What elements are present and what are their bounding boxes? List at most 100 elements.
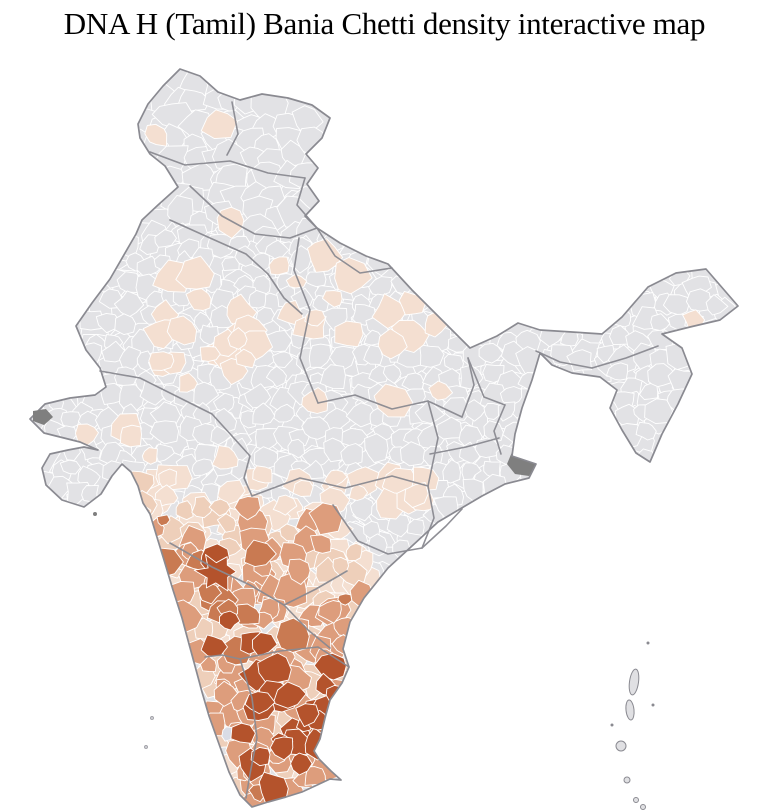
district[interactable] [442, 459, 461, 484]
district[interactable] [377, 328, 408, 360]
district[interactable] [319, 364, 346, 389]
district[interactable] [443, 353, 464, 372]
district[interactable] [199, 655, 217, 673]
district[interactable] [324, 469, 348, 488]
district[interactable] [148, 351, 175, 371]
district[interactable] [419, 344, 445, 368]
district[interactable] [436, 416, 462, 440]
district[interactable] [213, 392, 235, 414]
district[interactable] [191, 496, 214, 519]
district[interactable] [216, 206, 245, 239]
district[interactable] [499, 386, 523, 407]
district[interactable] [208, 498, 231, 517]
district[interactable] [461, 462, 482, 482]
district[interactable] [382, 364, 402, 384]
district[interactable] [59, 459, 82, 475]
district[interactable] [639, 383, 659, 400]
district[interactable] [349, 497, 376, 522]
district[interactable] [386, 513, 411, 538]
district[interactable] [56, 425, 78, 445]
district[interactable] [250, 746, 271, 767]
district[interactable] [290, 752, 313, 776]
district[interactable] [442, 397, 472, 421]
district[interactable] [483, 403, 501, 420]
district[interactable] [166, 315, 198, 346]
district[interactable] [252, 465, 273, 484]
district[interactable] [175, 255, 215, 290]
district[interactable] [647, 363, 677, 388]
district[interactable] [352, 383, 373, 404]
district[interactable] [478, 342, 504, 364]
district[interactable] [428, 380, 454, 401]
district[interactable] [158, 468, 178, 488]
district[interactable] [566, 349, 593, 372]
district[interactable] [214, 407, 238, 434]
district[interactable] [200, 109, 239, 140]
district[interactable] [310, 534, 332, 554]
district[interactable] [193, 381, 220, 407]
district[interactable] [74, 423, 99, 447]
district[interactable] [243, 539, 277, 568]
district[interactable] [257, 652, 292, 684]
district[interactable] [685, 288, 711, 312]
district[interactable] [287, 558, 311, 585]
district[interactable] [301, 387, 329, 414]
district[interactable] [321, 290, 343, 308]
district[interactable] [156, 514, 171, 527]
district[interactable] [340, 443, 363, 466]
district[interactable] [113, 290, 145, 318]
district[interactable] [337, 593, 353, 606]
district[interactable] [705, 294, 729, 316]
district[interactable] [399, 441, 429, 467]
district[interactable] [149, 420, 180, 445]
district[interactable] [217, 479, 246, 506]
district[interactable] [185, 288, 212, 311]
district[interactable] [251, 252, 271, 272]
district[interactable] [307, 238, 344, 273]
district[interactable] [341, 427, 369, 447]
district[interactable] [368, 276, 393, 297]
district-mesh[interactable] [24, 66, 740, 811]
district[interactable] [216, 513, 237, 533]
district[interactable] [318, 600, 342, 624]
district[interactable] [345, 542, 363, 562]
district[interactable] [248, 289, 267, 309]
india-density-map[interactable] [0, 6, 769, 811]
district[interactable] [235, 348, 256, 369]
district[interactable] [269, 736, 294, 761]
district[interactable] [272, 494, 298, 516]
district[interactable] [273, 403, 295, 423]
district[interactable] [635, 421, 657, 441]
district[interactable] [407, 518, 425, 536]
district[interactable] [251, 632, 278, 657]
india-map-svg[interactable] [0, 6, 769, 811]
district[interactable] [292, 479, 314, 497]
district[interactable] [154, 229, 177, 248]
district[interactable] [114, 313, 137, 336]
district[interactable] [609, 325, 631, 346]
district[interactable] [295, 703, 320, 728]
district[interactable] [290, 245, 312, 274]
district[interactable] [613, 309, 632, 328]
district[interactable] [234, 496, 261, 521]
district[interactable] [329, 345, 356, 371]
district[interactable] [308, 343, 333, 368]
district[interactable] [364, 433, 389, 463]
district[interactable] [119, 345, 141, 371]
district[interactable] [265, 365, 287, 388]
district[interactable] [404, 481, 429, 509]
district[interactable] [179, 372, 198, 393]
district[interactable] [662, 294, 690, 316]
district[interactable] [272, 351, 293, 369]
district[interactable] [334, 320, 364, 348]
district[interactable] [119, 384, 145, 412]
district[interactable] [301, 416, 331, 440]
district[interactable] [175, 500, 194, 521]
district[interactable] [345, 402, 378, 428]
district[interactable] [210, 425, 232, 446]
district[interactable] [227, 327, 248, 350]
district[interactable] [363, 329, 383, 346]
district[interactable] [334, 257, 373, 295]
district[interactable] [252, 402, 276, 425]
district[interactable] [141, 447, 158, 465]
